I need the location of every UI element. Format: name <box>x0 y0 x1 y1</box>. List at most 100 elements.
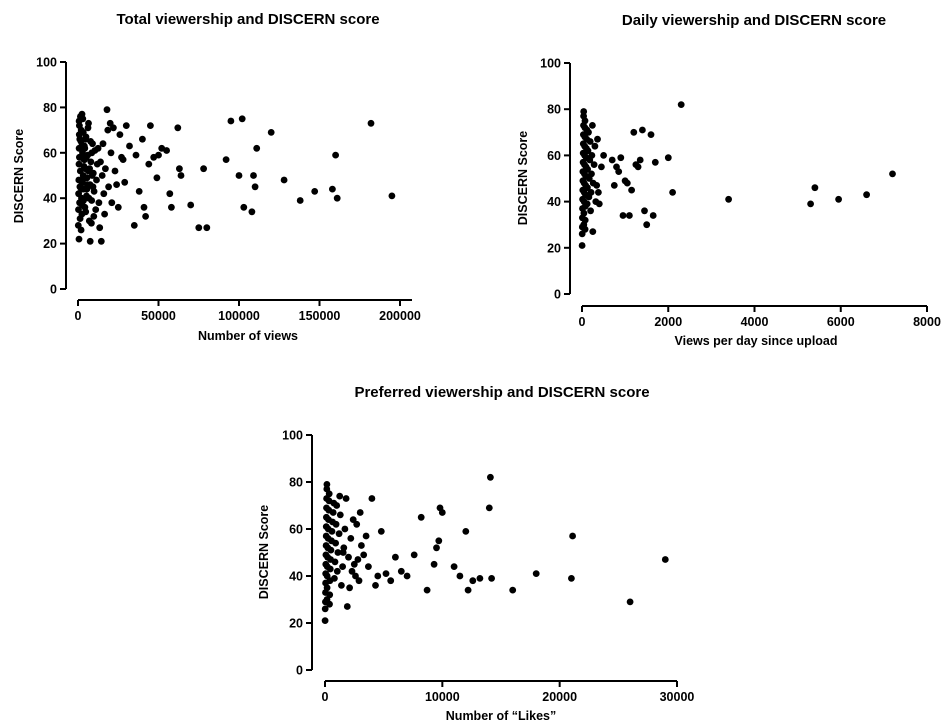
data-point <box>80 163 88 170</box>
data-point <box>588 170 595 178</box>
data-point <box>240 203 248 211</box>
data-point <box>626 598 634 606</box>
data-point <box>166 190 174 198</box>
data-point <box>94 144 102 152</box>
data-point <box>103 106 111 114</box>
data-point <box>485 504 493 512</box>
data-point <box>329 185 336 193</box>
data-point <box>661 556 669 563</box>
data-point <box>456 572 464 580</box>
data-point <box>464 586 472 594</box>
y-tick-label: 0 <box>554 288 561 302</box>
y-tick-label: 20 <box>289 617 303 631</box>
data-point <box>336 492 344 500</box>
data-point <box>311 188 319 195</box>
tick-group: 0 20 40 60 80 100 0 50000 100000 150000 200000 <box>36 56 421 324</box>
data-point <box>280 176 288 184</box>
data-point <box>97 237 105 245</box>
data-point <box>585 128 592 136</box>
data-point <box>176 165 183 173</box>
y-tick-label: 100 <box>282 429 303 443</box>
data-point <box>332 520 340 528</box>
data-point <box>469 577 477 585</box>
y-tick-label: 40 <box>289 570 303 584</box>
data-point <box>397 567 405 575</box>
data-point <box>333 502 341 509</box>
data-point <box>608 156 616 164</box>
data-point <box>85 194 93 202</box>
data-point <box>145 160 153 168</box>
data-point <box>346 584 353 592</box>
x-tick-label: 4000 <box>741 315 769 329</box>
data-point <box>99 140 107 148</box>
data-point <box>403 572 411 580</box>
data-point <box>610 182 618 189</box>
data-point <box>589 122 596 129</box>
data-point <box>155 151 162 159</box>
point-group <box>578 101 896 249</box>
data-point <box>238 115 246 123</box>
data-point <box>132 151 140 159</box>
data-point <box>377 528 385 535</box>
data-point <box>392 553 399 561</box>
data-point <box>296 197 304 204</box>
data-point <box>80 197 87 204</box>
data-point <box>76 153 83 161</box>
data-point <box>594 135 601 143</box>
chart-daily-viewership: Daily viewership and DISCERN score DISCE… <box>516 12 941 348</box>
data-point <box>647 131 655 139</box>
data-point <box>356 509 364 516</box>
data-point <box>339 563 346 570</box>
data-point <box>248 208 256 216</box>
data-point <box>591 142 599 150</box>
x-tick-label: 8000 <box>913 315 941 329</box>
data-point <box>327 546 335 554</box>
data-point <box>584 147 592 155</box>
data-point <box>104 126 112 134</box>
data-point <box>87 158 95 166</box>
y-tick-label: 60 <box>43 146 57 160</box>
x-tick-label: 30000 <box>660 690 695 704</box>
data-point <box>348 567 356 575</box>
x-tick-label: 0 <box>75 309 82 323</box>
data-point <box>350 560 358 568</box>
data-point <box>195 224 203 232</box>
data-point <box>362 532 370 540</box>
data-point <box>581 216 589 224</box>
data-point <box>355 577 363 585</box>
data-point <box>111 167 119 175</box>
x-tick-label: 20000 <box>542 690 577 704</box>
data-point <box>75 117 83 125</box>
data-point <box>372 582 379 589</box>
data-point <box>105 183 112 191</box>
data-point <box>649 212 657 219</box>
data-point <box>589 228 597 236</box>
data-point <box>365 563 372 570</box>
data-point <box>639 126 646 134</box>
data-point <box>119 156 127 164</box>
data-point <box>331 558 339 566</box>
data-point <box>113 181 120 189</box>
data-point <box>435 537 443 545</box>
data-point <box>101 210 108 218</box>
data-point <box>93 176 100 184</box>
data-point <box>619 212 627 219</box>
data-point <box>76 135 84 143</box>
data-point <box>430 560 438 568</box>
data-point <box>462 528 470 535</box>
data-point <box>347 535 355 542</box>
data-point <box>600 152 607 159</box>
data-point <box>110 124 117 132</box>
data-point <box>433 544 440 552</box>
data-point <box>343 603 351 610</box>
data-point <box>227 117 235 125</box>
x-tick-label: 0 <box>322 690 329 704</box>
y-tick-label: 0 <box>50 283 57 297</box>
data-point <box>83 185 91 193</box>
data-point <box>811 184 819 192</box>
y-tick-label: 20 <box>43 237 57 251</box>
data-point <box>595 200 603 208</box>
data-point <box>95 199 103 207</box>
data-point <box>354 556 362 563</box>
data-point <box>102 165 109 173</box>
